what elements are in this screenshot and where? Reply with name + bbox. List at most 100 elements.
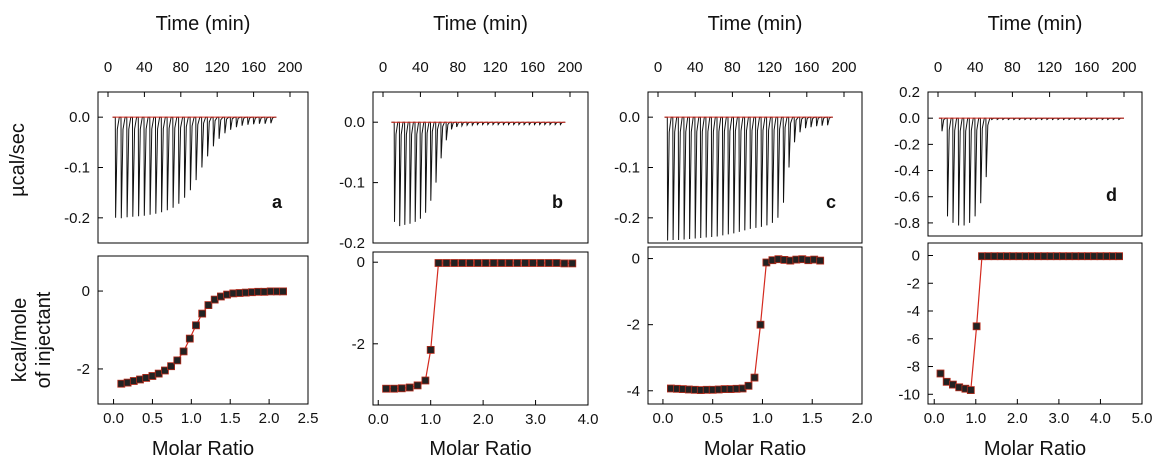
binding-data-point [568, 259, 577, 268]
binding-data-point [397, 384, 406, 393]
binding-data-point [466, 259, 474, 267]
raw-panel-frame-d [927, 91, 1143, 237]
raw-panel-frame-a [97, 91, 309, 244]
binding-data-point [750, 373, 759, 382]
binding-data-point [536, 259, 545, 267]
binding-data-point [481, 259, 490, 267]
binding-data-point [192, 321, 200, 330]
raw-y-tick-label: 0.0 [344, 114, 365, 131]
binding-panel-frame-d [927, 242, 1143, 405]
panel-letter-d: d [1106, 185, 1117, 205]
time-tick-label: 40 [136, 59, 153, 76]
molar-x-tick-label: 0.5 [142, 410, 163, 427]
time-tick-label: 80 [449, 59, 466, 76]
raw-heat-trace-b [391, 121, 566, 227]
panel-letter-c: c [826, 192, 836, 212]
binding-data-point [544, 259, 553, 267]
binding-data-point [972, 322, 981, 331]
molar-x-tick-label: 0.5 [702, 410, 723, 427]
binding-data-point [198, 309, 207, 318]
binding-data-point [458, 259, 467, 267]
binding-data-point [179, 347, 188, 356]
y-label-top: µcal/sec [7, 123, 29, 197]
binding-data-point [173, 356, 182, 365]
molar-ratio-axis-title: Molar Ratio [429, 438, 531, 460]
time-tick-label: 120 [757, 59, 782, 76]
raw-heat-trace-c [664, 116, 833, 241]
time-tick-label: 160 [520, 59, 545, 76]
binding-data-point [185, 334, 194, 343]
time-tick-label: 40 [412, 59, 429, 76]
molar-x-tick-label: 1.5 [220, 410, 241, 427]
time-tick-label: 0 [654, 59, 662, 76]
binding-data-point [413, 381, 422, 390]
binding-y-tick-label: 0 [912, 247, 920, 264]
molar-x-tick-label: 4.0 [1090, 410, 1111, 427]
molar-x-tick-label: 2.0 [259, 410, 280, 427]
raw-panel-frame-b [372, 91, 589, 244]
binding-data-point [160, 366, 169, 375]
binding-data-point [167, 362, 176, 371]
binding-y-tick-label: -4 [907, 303, 920, 320]
molar-ratio-axis-title: Molar Ratio [704, 438, 806, 460]
raw-y-tick-label: -0.1 [339, 175, 365, 192]
raw-heat-trace-d [938, 117, 1124, 226]
binding-data-point [966, 386, 975, 395]
binding-data-point [744, 381, 753, 390]
binding-y-tick-label: -4 [627, 383, 640, 400]
binding-data-point [434, 259, 443, 267]
raw-y-tick-label: -0.2 [64, 210, 90, 227]
binding-panel-frame-a [97, 255, 309, 405]
binding-y-tick-label: -10 [898, 386, 920, 403]
time-tick-label: 120 [483, 59, 508, 76]
molar-x-tick-label: 2.0 [852, 410, 873, 427]
raw-y-tick-label: -0.2 [894, 136, 920, 153]
binding-data-point [560, 259, 569, 268]
raw-y-tick-label: 0.0 [619, 109, 640, 126]
molar-x-tick-label: 0.0 [653, 410, 674, 427]
binding-y-tick-label: -2 [907, 275, 920, 292]
y-label-bottom-line2: of injectant [33, 291, 55, 388]
binding-y-tick-label: -2 [627, 317, 640, 334]
raw-y-tick-label: -0.1 [64, 160, 90, 177]
molar-x-tick-label: 3.0 [1048, 410, 1069, 427]
time-tick-label: 120 [205, 59, 230, 76]
binding-panel-frame-c [647, 246, 863, 405]
time-tick-label: 80 [1004, 59, 1021, 76]
time-tick-label: 120 [1037, 59, 1062, 76]
molar-x-tick-label: 0.0 [924, 410, 945, 427]
binding-y-tick-label: 0 [632, 251, 640, 268]
binding-data-point [279, 287, 288, 296]
molar-x-tick-label: 1.5 [802, 410, 823, 427]
molar-x-tick-label: 0.0 [103, 410, 124, 427]
time-tick-label: 200 [557, 59, 582, 76]
time-tick-label: 80 [724, 59, 741, 76]
time-tick-label: 160 [794, 59, 819, 76]
time-tick-label: 160 [241, 59, 266, 76]
raw-heat-trace-a [112, 116, 277, 219]
binding-data-point [405, 383, 414, 392]
binding-y-tick-label: -8 [907, 359, 920, 376]
binding-data-point [513, 259, 522, 267]
binding-data-point [756, 320, 765, 329]
binding-data-point [529, 259, 537, 267]
binding-data-point [450, 259, 459, 267]
binding-data-point [816, 256, 825, 265]
time-axis-title: Time (min) [156, 13, 251, 35]
fit-curve-b [386, 262, 573, 390]
binding-data-point [390, 384, 398, 393]
fit-curve-d [940, 255, 1120, 391]
binding-data-point [489, 259, 498, 267]
fit-curve-c [670, 258, 821, 391]
binding-data-point [382, 384, 391, 393]
time-tick-label: 80 [172, 59, 189, 76]
molar-x-tick-label: 1.0 [181, 410, 202, 427]
raw-y-tick-label: 0.0 [69, 109, 90, 126]
binding-data-point [204, 301, 213, 310]
y-label-bottom-line1: kcal/mole [9, 298, 31, 382]
binding-y-tick-label: 0 [357, 254, 365, 271]
molar-x-tick-label: 1.0 [420, 411, 441, 428]
molar-ratio-axis-title: Molar Ratio [984, 438, 1086, 460]
binding-y-tick-label: -2 [352, 336, 365, 353]
time-tick-label: 40 [687, 59, 704, 76]
